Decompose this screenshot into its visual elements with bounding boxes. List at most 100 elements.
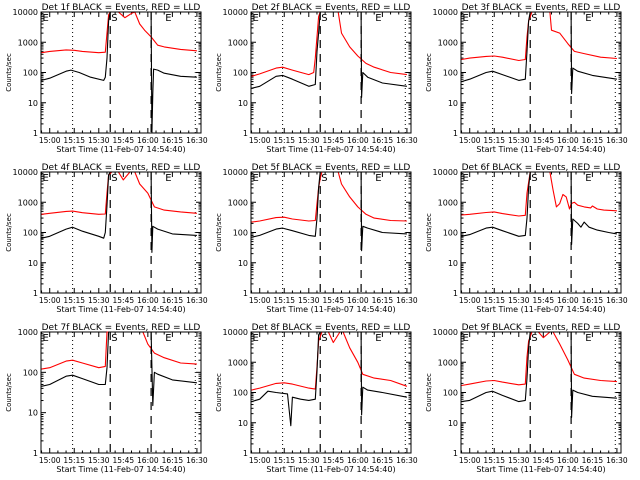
panel-title: Det 4f BLACK = Events, RED = LLD xyxy=(42,163,201,173)
y-tick-label: 10 xyxy=(448,99,458,108)
y-tick-label: 1000 xyxy=(438,358,458,367)
y-axis-label: Counts/sec xyxy=(215,373,223,412)
panel-title: Det 3f BLACK = Events, RED = LLD xyxy=(462,3,621,13)
interval-marker: E xyxy=(165,333,171,344)
series-events-line xyxy=(251,171,407,252)
x-axis-label: Start Time (11-Feb-07 14:54:40) xyxy=(266,465,395,474)
interval-marker: E xyxy=(462,13,468,24)
y-tick-label: 1000 xyxy=(18,38,38,47)
series-lld-line xyxy=(461,171,617,217)
x-tick-label: 16:00 xyxy=(137,136,159,145)
x-tick-label: 16:30 xyxy=(396,296,418,305)
x-tick-label: 16:30 xyxy=(606,296,628,305)
x-axis-label: Start Time (11-Feb-07 14:54:40) xyxy=(266,305,395,314)
x-tick-label: 15:00 xyxy=(459,136,481,145)
plot-frame xyxy=(460,171,622,294)
x-tick-label: 16:30 xyxy=(186,136,208,145)
x-tick-label: 16:15 xyxy=(372,296,394,305)
series-events-line xyxy=(461,11,617,95)
x-tick-label: 16:15 xyxy=(372,456,394,465)
x-tick-label: 15:45 xyxy=(533,456,555,465)
x-axis-label: Start Time (11-Feb-07 14:54:40) xyxy=(56,145,185,154)
series-lld-line xyxy=(41,11,197,54)
interval-marker: S xyxy=(111,333,117,344)
y-tick-label: 100 xyxy=(233,389,248,398)
y-tick-label: 1000 xyxy=(228,198,248,207)
x-tick-label: 16:30 xyxy=(396,136,418,145)
series-events-line xyxy=(461,171,617,246)
x-axis-label: Start Time (11-Feb-07 14:54:40) xyxy=(266,145,395,154)
x-tick-label: 16:30 xyxy=(606,456,628,465)
y-tick-label: 100 xyxy=(23,368,38,377)
x-tick-label: 16:00 xyxy=(557,136,579,145)
x-tick-label: 16:15 xyxy=(162,136,184,145)
y-axis-label: Counts/sec xyxy=(425,213,433,252)
x-tick-label: 15:30 xyxy=(298,136,320,145)
panel-det-2: Det 2f BLACK = Events, RED = LLD 1 10 100 10… xyxy=(215,3,418,154)
interval-marker: S xyxy=(531,333,537,344)
x-axis-label: Start Time (11-Feb-07 14:54:40) xyxy=(476,465,605,474)
x-tick-label: 15:15 xyxy=(273,456,295,465)
series-lld-line xyxy=(461,331,617,387)
interval-marker: E xyxy=(585,13,591,24)
y-tick-label: 1000 xyxy=(438,38,458,47)
y-tick-label: 10000 xyxy=(223,8,248,17)
x-tick-label: 16:00 xyxy=(557,456,579,465)
x-tick-label: 15:00 xyxy=(39,456,61,465)
panel-det-8: Det 8f BLACK = Events, RED = LLD 1 10 100 10… xyxy=(215,323,418,474)
y-tick-label: 1 xyxy=(33,449,38,458)
y-tick-label: 1 xyxy=(243,129,248,138)
interval-marker: S xyxy=(111,173,117,184)
series-lld-line xyxy=(41,171,197,215)
y-tick-label: 1000 xyxy=(18,328,38,337)
interval-marker: E xyxy=(375,173,381,184)
y-axis-label: Counts/sec xyxy=(5,373,13,412)
x-tick-label: 16:00 xyxy=(557,296,579,305)
x-tick-label: 15:00 xyxy=(249,296,271,305)
x-tick-label: 15:15 xyxy=(483,456,505,465)
panel-det-1: Det 1f BLACK = Events, RED = LLD 1 10 100 10… xyxy=(5,3,208,154)
interval-marker: E xyxy=(585,173,591,184)
y-tick-label: 100 xyxy=(443,69,458,78)
interval-marker: E xyxy=(42,333,48,344)
x-tick-label: 15:15 xyxy=(273,136,295,145)
x-tick-label: 16:00 xyxy=(347,456,369,465)
panel-det-5: Det 5f BLACK = Events, RED = LLD 1 10 100 10… xyxy=(215,163,418,314)
y-tick-label: 1 xyxy=(243,449,248,458)
plot-frame xyxy=(40,11,202,134)
x-tick-label: 15:30 xyxy=(88,136,110,145)
x-tick-label: 16:00 xyxy=(347,296,369,305)
interval-marker: E xyxy=(252,333,258,344)
y-tick-label: 10 xyxy=(28,259,38,268)
y-tick-label: 10 xyxy=(28,99,38,108)
x-tick-label: 15:00 xyxy=(249,136,271,145)
interval-marker: E xyxy=(462,173,468,184)
panel-title: Det 6f BLACK = Events, RED = LLD xyxy=(462,163,621,173)
y-tick-label: 1 xyxy=(453,449,458,458)
x-tick-label: 16:00 xyxy=(347,136,369,145)
y-tick-label: 1 xyxy=(33,129,38,138)
series-lld-line xyxy=(251,331,408,391)
interval-marker: E xyxy=(462,333,468,344)
series-events-line xyxy=(41,171,197,253)
panel-title: Det 9f BLACK = Events, RED = LLD xyxy=(462,323,621,333)
x-tick-label: 15:30 xyxy=(298,296,320,305)
x-tick-label: 16:15 xyxy=(162,296,184,305)
series-events-line xyxy=(461,331,617,418)
x-tick-label: 15:00 xyxy=(459,296,481,305)
panel-det-9: Det 9f BLACK = Events, RED = LLD 1 10 100 10… xyxy=(425,323,628,474)
y-axis-label: Counts/sec xyxy=(5,53,13,92)
series-events-line xyxy=(41,331,197,407)
panel-title: Det 8f BLACK = Events, RED = LLD xyxy=(252,323,411,333)
series-events-line xyxy=(41,11,197,134)
y-tick-label: 10 xyxy=(28,409,38,418)
y-tick-label: 10000 xyxy=(13,168,38,177)
y-tick-label: 1000 xyxy=(228,358,248,367)
x-tick-label: 15:30 xyxy=(508,136,530,145)
y-tick-label: 10 xyxy=(238,259,248,268)
interval-marker: S xyxy=(321,333,327,344)
x-tick-label: 15:45 xyxy=(113,456,135,465)
x-axis-label: Start Time (11-Feb-07 14:54:40) xyxy=(476,145,605,154)
x-tick-label: 15:30 xyxy=(88,296,110,305)
